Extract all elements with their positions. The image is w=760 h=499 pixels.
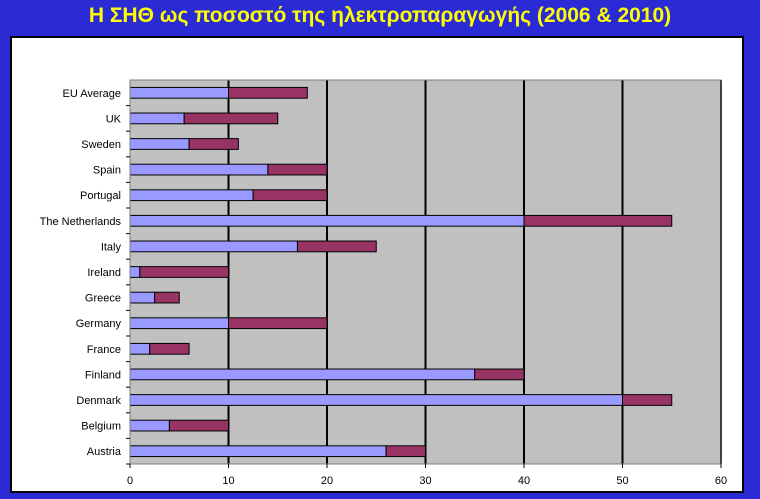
category-label: Germany <box>76 318 122 330</box>
category-label: UK <box>106 113 122 125</box>
bar-segment-2 <box>296 240 377 253</box>
x-tick-label: 20 <box>321 475 333 487</box>
bar-segment-2 <box>188 138 239 150</box>
x-tick-label: 30 <box>419 475 431 487</box>
bar-segment-2 <box>168 419 229 432</box>
bar-segment-1 <box>129 394 623 406</box>
bar-segment-2 <box>154 291 180 304</box>
category-label: Spain <box>93 165 121 177</box>
category-labels: Austria Belgium Denmark Finland France German… <box>40 88 130 465</box>
x-tick-label: 50 <box>616 475 628 487</box>
bar-segment-1 <box>129 163 269 176</box>
category-label: Finland <box>85 369 121 381</box>
category-label: Sweden <box>81 139 121 151</box>
bar-segment-2 <box>252 189 328 202</box>
bar-segment-2 <box>523 214 673 227</box>
x-tick-label: 10 <box>222 475 234 487</box>
bar-segment-1 <box>129 138 190 150</box>
slide-title: Η ΣΗΘ ως ποσοστό της ηλεκτροπαραγωγής (2… <box>88 4 672 27</box>
bar-segment-1 <box>129 214 525 227</box>
bar-segment-2 <box>139 266 229 278</box>
x-tick-label: 40 <box>518 475 530 487</box>
bar-segment-1 <box>129 291 156 304</box>
category-label: Greece <box>85 293 121 305</box>
bar-segment-1 <box>129 445 387 458</box>
bar-segment-2 <box>474 368 525 381</box>
bar-segment-1 <box>129 368 476 381</box>
bar-segment-2 <box>149 342 190 355</box>
bar-segment-1 <box>129 189 254 202</box>
bar-segment-1 <box>129 266 141 278</box>
x-tick-label: 60 <box>715 475 727 487</box>
x-tick-label: 0 <box>127 475 133 487</box>
category-label: Italy <box>101 241 122 253</box>
bar-segment-2 <box>385 445 427 458</box>
category-label: Ireland <box>87 267 121 279</box>
bar-segment-1 <box>129 240 298 253</box>
bar-segment-2 <box>183 112 279 125</box>
chart-frame: Austria Belgium Denmark Finland France German… <box>10 36 744 493</box>
bar-chart: Austria Belgium Denmark Finland France German… <box>40 79 727 487</box>
bar-segment-1 <box>129 86 229 99</box>
tick-labels: 0 10 20 30 40 50 60 <box>127 464 727 487</box>
category-label: Denmark <box>76 395 121 407</box>
bar-segment-1 <box>129 112 185 125</box>
category-label: France <box>87 344 121 356</box>
bar-segment-1 <box>129 419 170 432</box>
category-label: Portugal <box>80 190 121 202</box>
category-label: Belgium <box>81 421 121 433</box>
bar-segment-1 <box>129 342 151 355</box>
bar-segment-2 <box>267 163 328 176</box>
bar-segment-2 <box>622 394 673 406</box>
category-label: The Netherlands <box>40 216 122 228</box>
bar-segment-2 <box>228 317 328 330</box>
category-label: EU Average <box>62 88 121 100</box>
bar-segment-2 <box>228 86 308 99</box>
category-label: Austria <box>87 446 122 458</box>
bar-segment-1 <box>129 317 229 330</box>
